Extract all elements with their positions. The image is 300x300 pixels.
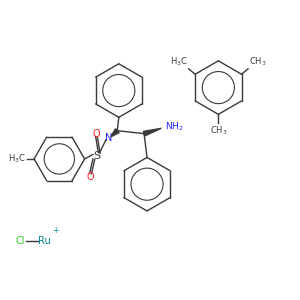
Text: +: + — [52, 226, 58, 235]
Text: CH$_3$: CH$_3$ — [249, 56, 266, 68]
Text: CH$_3$: CH$_3$ — [210, 124, 227, 136]
Text: NH$_2$: NH$_2$ — [166, 121, 184, 134]
Polygon shape — [143, 128, 161, 136]
Text: H$_3$C: H$_3$C — [8, 153, 26, 165]
Text: Cl: Cl — [15, 236, 25, 246]
Polygon shape — [111, 129, 119, 137]
Text: O: O — [93, 129, 100, 139]
Text: N: N — [105, 133, 112, 143]
Text: Ru: Ru — [38, 236, 51, 246]
Text: S: S — [93, 151, 100, 161]
Text: H$_3$C: H$_3$C — [170, 56, 188, 68]
Text: O: O — [87, 172, 94, 182]
